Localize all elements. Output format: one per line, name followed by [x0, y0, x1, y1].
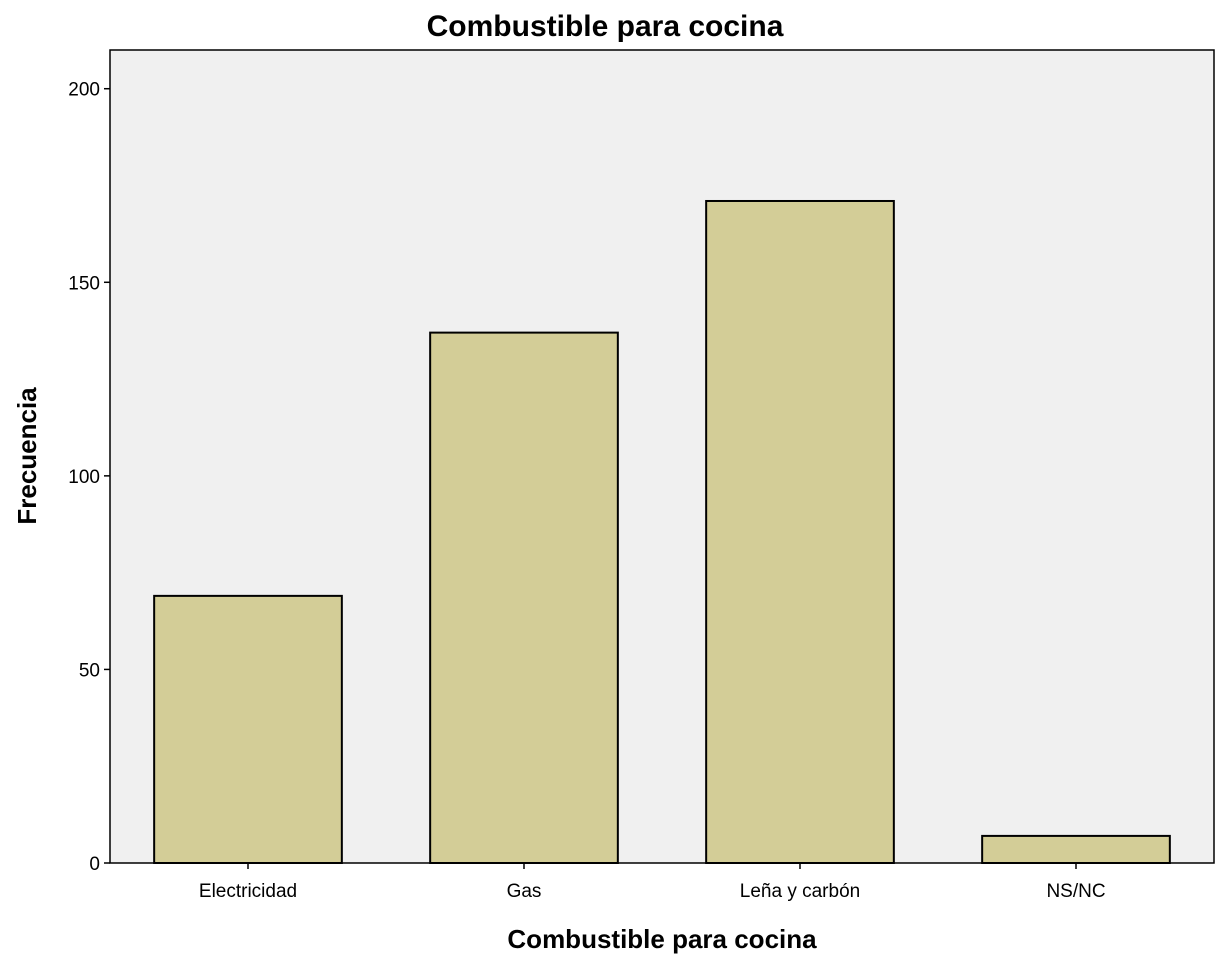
y-axis-ticks: 0 50 100 150 200 [68, 80, 110, 875]
bar [429, 331, 619, 865]
y-axis-title: Frecuencia [12, 387, 42, 525]
x-axis-ticks: Electricidad Gas Leña y carbón NS/NC [199, 863, 1106, 902]
bar [705, 199, 895, 864]
y-tick-label: 0 [89, 854, 100, 875]
bar [153, 594, 343, 864]
x-tick-label: Leña y carbón [740, 881, 860, 902]
x-tick-label: Electricidad [199, 881, 297, 902]
x-tick-label: Gas [507, 881, 542, 902]
y-tick-label: 200 [68, 80, 100, 101]
x-tick-label: NS/NC [1046, 881, 1105, 902]
bar [981, 834, 1171, 865]
y-tick-label: 150 [68, 273, 100, 294]
bars-group [153, 199, 1171, 865]
x-axis-title: Combustible para cocina [507, 924, 817, 954]
y-tick-label: 100 [68, 467, 100, 488]
y-tick-label: 50 [79, 660, 100, 681]
chart-title: Combustible para cocina [427, 10, 784, 43]
